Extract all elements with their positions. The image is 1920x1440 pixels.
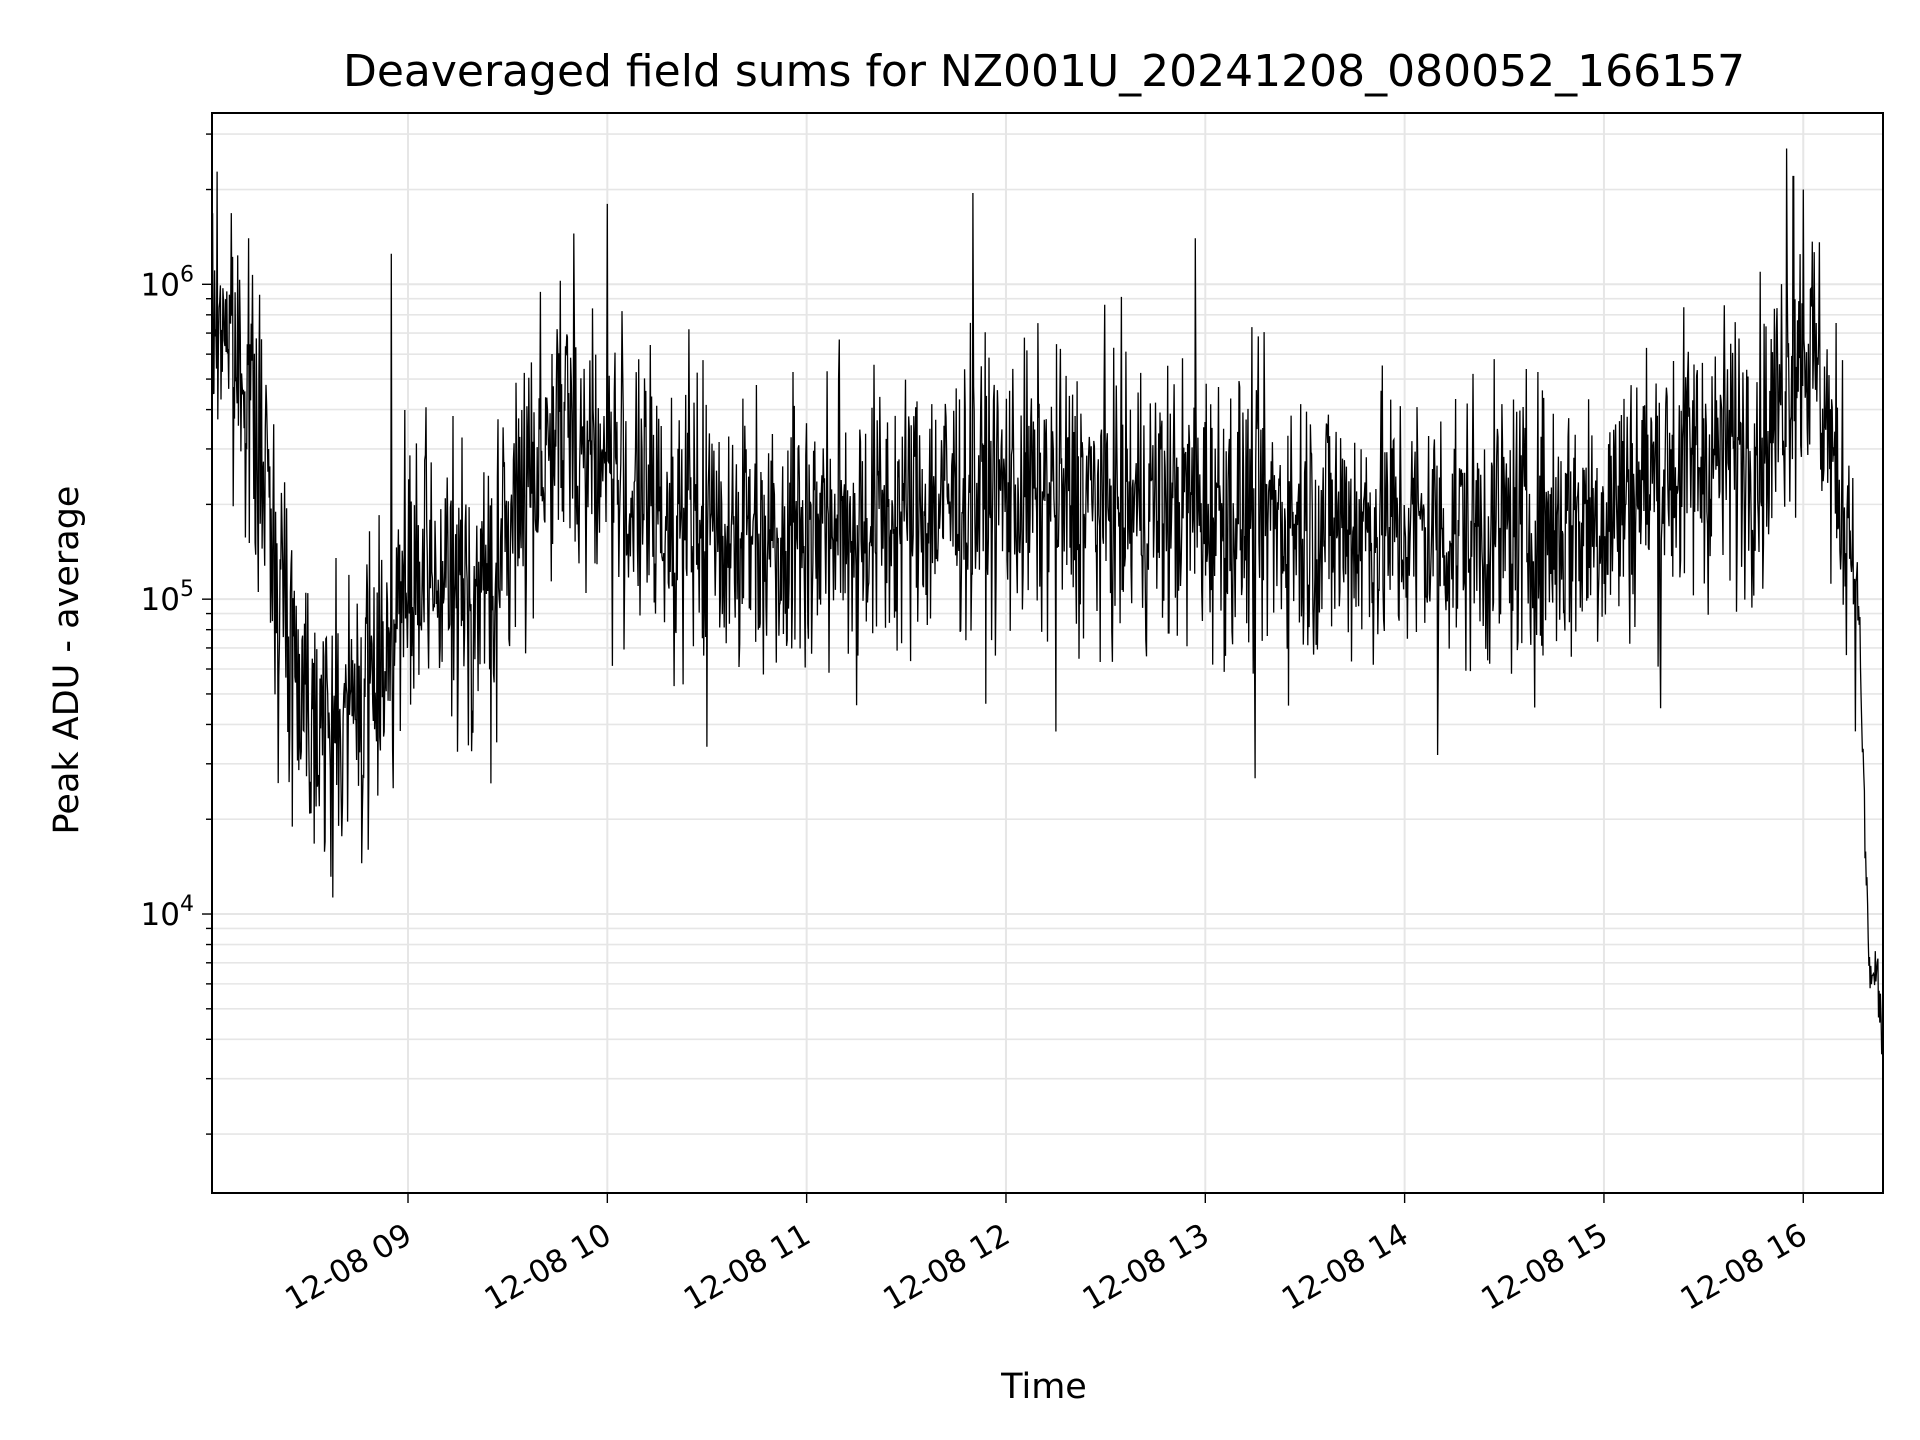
plot-frame xyxy=(211,112,1884,1194)
y-tick-label: 106 xyxy=(141,262,194,303)
grid-lines xyxy=(212,113,1883,1193)
chart-title: Deaveraged field sums for NZ001U_2024120… xyxy=(343,46,1745,97)
y-tick-label: 105 xyxy=(141,577,194,618)
series-line xyxy=(211,148,1884,1055)
y-tick-label: 104 xyxy=(141,892,194,933)
x-axis-label: Time xyxy=(1000,1367,1087,1407)
y-axis-label: Peak ADU - average xyxy=(47,486,87,835)
series-group xyxy=(211,148,1884,1055)
